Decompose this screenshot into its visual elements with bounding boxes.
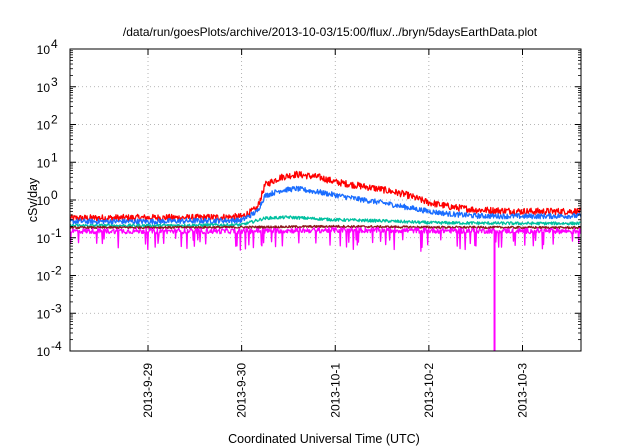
y-tick-exponent: 3 xyxy=(51,75,58,89)
x-tick-label: 2013-10-2 xyxy=(422,363,436,418)
x-axis: 2013-9-29 2013-9-30 2013-10-1 2013-10-2 2013… xyxy=(141,49,529,418)
x-axis-title: Coordinated Universal Time (UTC) xyxy=(228,432,420,446)
x-tick-label: 2013-10-3 xyxy=(515,363,529,418)
series-line xyxy=(70,224,581,230)
y-tick-label: 10 xyxy=(37,81,51,95)
y-tick-label: 10 xyxy=(37,43,51,57)
y-tick-exponent: 0 xyxy=(51,188,58,202)
y-tick-label: 10 xyxy=(37,194,51,208)
y-tick-exponent: -4 xyxy=(51,339,62,353)
series-line xyxy=(70,170,581,222)
y-tick-exponent: -1 xyxy=(51,226,62,240)
x-tick-label: 2013-9-29 xyxy=(141,363,155,418)
series-line xyxy=(70,185,581,225)
y-tick-exponent: -2 xyxy=(51,264,62,278)
series-layer xyxy=(70,170,581,351)
y-tick-exponent: 1 xyxy=(51,150,58,164)
y-tick-label: 10 xyxy=(37,156,51,170)
chart-title: /data/run/goesPlots/archive/2013-10-03/1… xyxy=(123,25,538,39)
y-tick-label: 10 xyxy=(37,345,51,359)
y-tick-label: 10 xyxy=(37,232,51,246)
y-tick-label: 10 xyxy=(37,307,51,321)
x-tick-label: 2013-10-1 xyxy=(328,363,342,418)
series-line xyxy=(70,226,581,252)
y-tick-exponent: 4 xyxy=(51,37,58,51)
y-tick-label: 10 xyxy=(37,119,51,133)
y-tick-exponent: -3 xyxy=(51,301,62,315)
y-tick-exponent: 2 xyxy=(51,113,58,127)
x-tick-label: 2013-9-30 xyxy=(235,363,249,418)
y-axis-title: cSv/day xyxy=(26,177,40,222)
y-tick-label: 10 xyxy=(37,270,51,284)
